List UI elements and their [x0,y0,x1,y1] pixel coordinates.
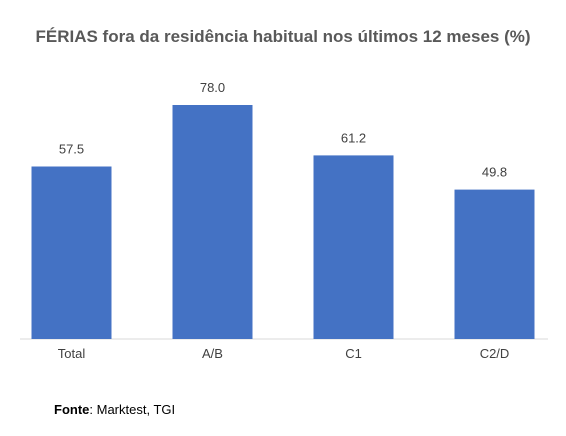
value-labels-group: 57.5 78.0 61.2 49.8 [59,80,507,180]
chart-title: FÉRIAS fora da residência habitual nos ú… [35,27,531,46]
value-label-a-b: 78.0 [200,80,225,95]
value-label-c2-d: 49.8 [482,165,507,180]
bar-c2-d [454,189,535,339]
x-tick-label-c1: C1 [345,346,362,361]
source-note: Fonte: Marktest, TGI [54,402,175,417]
x-tick-labels-group: Total A/B C1 C2/D [58,346,510,361]
bar-total [31,166,112,339]
x-tick-label-total: Total [58,346,86,361]
value-label-c1: 61.2 [341,130,366,145]
x-tick-label-a-b: A/B [202,346,223,361]
x-tick-label-c2-d: C2/D [480,346,510,361]
source-text: : Marktest, TGI [89,402,176,417]
bar-c1 [313,155,394,339]
source-label: Fonte [54,402,90,417]
bar-a-b [172,105,253,339]
bars-group [31,105,535,339]
value-label-total: 57.5 [59,142,84,157]
